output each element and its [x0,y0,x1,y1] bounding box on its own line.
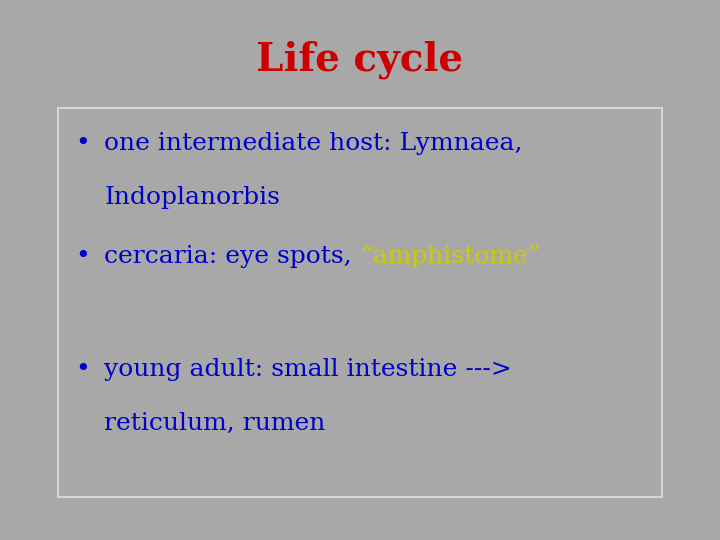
Text: young adult: small intestine --->: young adult: small intestine ---> [104,359,512,381]
Text: •: • [76,245,90,268]
Bar [58,108,662,497]
Text: •: • [76,359,90,381]
Text: Indoplanorbis: Indoplanorbis [104,186,280,208]
Text: reticulum, rumen: reticulum, rumen [104,413,325,435]
Text: “amphistome”: “amphistome” [360,245,541,268]
Text: cercaria: eye spots,: cercaria: eye spots, [104,245,360,268]
Text: •: • [76,132,90,154]
Text: one intermediate host: Lymnaea,: one intermediate host: Lymnaea, [104,132,523,154]
Text: Life cycle: Life cycle [256,40,464,79]
